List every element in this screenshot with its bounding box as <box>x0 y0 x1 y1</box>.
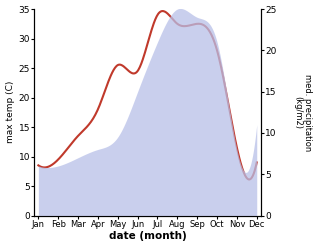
Y-axis label: med. precipitation
(kg/m2): med. precipitation (kg/m2) <box>293 74 313 151</box>
X-axis label: date (month): date (month) <box>109 231 186 242</box>
Y-axis label: max temp (C): max temp (C) <box>5 81 15 144</box>
